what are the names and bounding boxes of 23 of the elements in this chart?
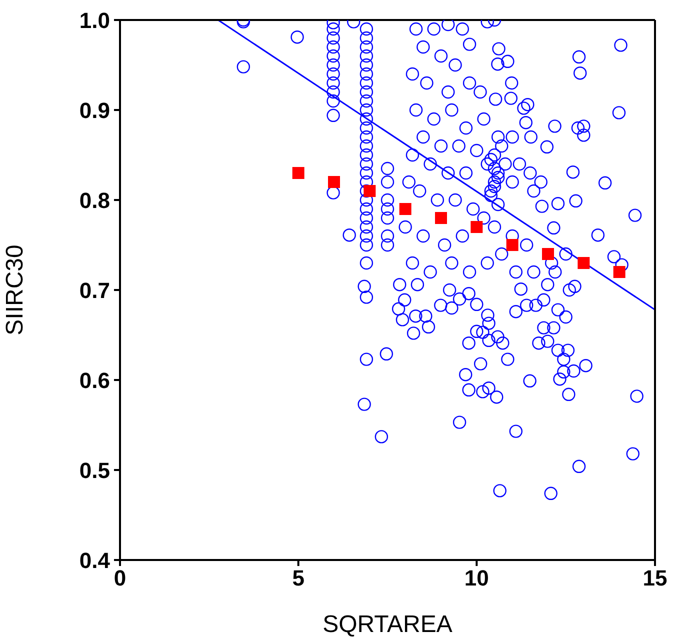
x-axis-title: SQRTAREA: [322, 611, 452, 638]
point: [328, 176, 340, 188]
point: [470, 221, 483, 233]
y-tick-label: 1.0: [79, 8, 110, 33]
y-tick-label: 0.6: [79, 368, 110, 393]
point: [542, 248, 554, 260]
y-tick-label: 0.8: [79, 188, 110, 213]
x-tick-label: 0: [114, 566, 126, 591]
y-tick-label: 0.7: [79, 278, 110, 303]
y-axis-title: SIIRC30: [2, 244, 29, 336]
point: [506, 239, 518, 251]
point: [399, 203, 412, 215]
point: [578, 257, 590, 269]
point: [435, 212, 447, 224]
y-tick-label: 0.9: [79, 98, 110, 123]
point: [364, 185, 376, 197]
x-tick-label: 10: [464, 566, 489, 591]
y-tick-label: 0.4: [79, 548, 111, 573]
x-tick-label: 15: [642, 566, 668, 591]
point: [613, 266, 626, 278]
point: [292, 167, 304, 179]
y-tick-label: 0.5: [79, 458, 110, 483]
x-tick-label: 5: [292, 566, 304, 591]
